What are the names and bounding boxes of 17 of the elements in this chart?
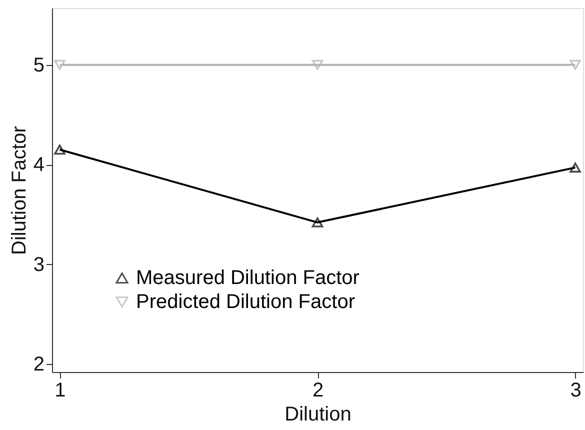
point [570,60,581,70]
point [312,217,324,228]
legend-label: Measured Dilution Factor [136,267,360,289]
point [312,60,324,70]
y-axis-title: Dilution Factor [8,126,30,255]
y-tick-label: 5 [33,54,44,76]
y-tick-label: 4 [33,154,44,176]
x-tick-label: 3 [570,380,582,402]
x-tick-label: 1 [54,380,66,402]
y-tick-label: 2 [33,354,44,376]
point [54,60,66,70]
x-axis-title: Dilution [284,404,352,426]
y-tick-label: 3 [33,254,44,276]
point [570,162,581,173]
x-tick-label: 2 [312,380,324,402]
legend-label: Predicted Dilution Factor [136,291,356,313]
point [54,144,66,155]
